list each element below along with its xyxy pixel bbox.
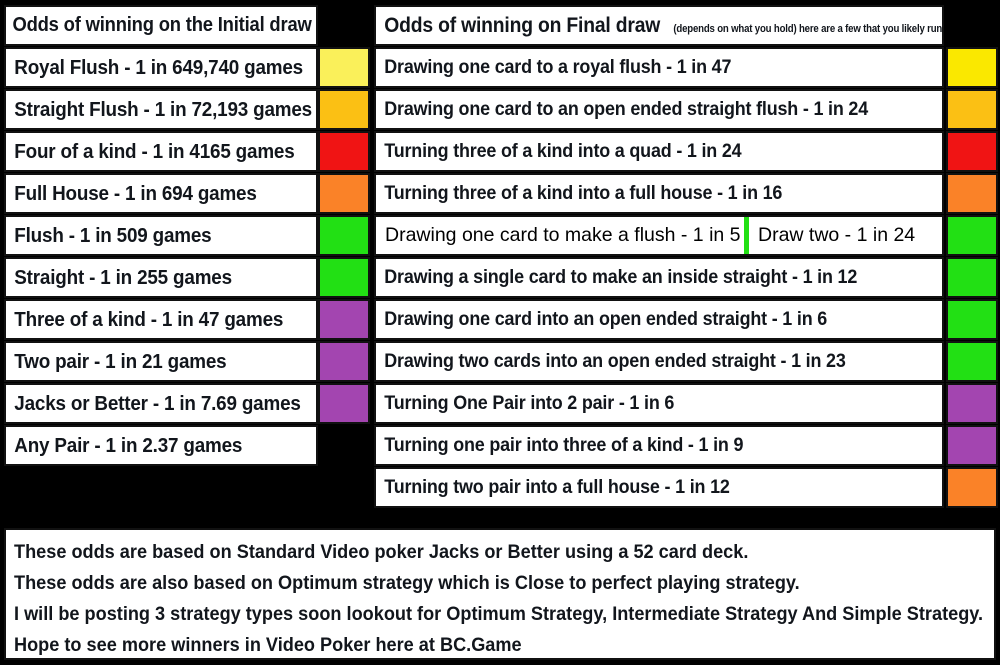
- final-draw-row: Drawing one card into an open ended stra…: [374, 299, 944, 340]
- final-draw-row: Drawing one card to a royal flush - 1 in…: [374, 47, 944, 88]
- initial-draw-row: Straight - 1 in 255 games: [4, 257, 318, 298]
- final-draw-row-label: Turning three of a kind into a full hous…: [384, 182, 783, 204]
- initial-draw-row: Royal Flush - 1 in 649,740 games: [4, 47, 318, 88]
- initial-draw-row: Jacks or Better - 1 in 7.69 games: [4, 383, 318, 424]
- initial-draw-row: Two pair - 1 in 21 games: [4, 341, 318, 382]
- final-draw-row-swatch: [946, 299, 998, 340]
- final-draw-row-label: Drawing one card to a royal flush - 1 in…: [384, 56, 732, 78]
- green-divider: [744, 217, 749, 254]
- final-draw-row: Drawing one card to an open ended straig…: [374, 89, 944, 130]
- initial-draw-row-label: Jacks or Better - 1 in 7.69 games: [14, 391, 301, 415]
- initial-draw-row-swatch: [318, 257, 370, 298]
- initial-draw-row-label: Four of a kind - 1 in 4165 games: [14, 139, 295, 163]
- final-draw-row-segment-b: Draw two - 1 in 24: [749, 217, 942, 254]
- initial-draw-row-swatch: [318, 383, 370, 424]
- final-draw-header-note: (depends on what you hold) here are a fe…: [673, 22, 944, 35]
- final-draw-row: Turning one pair into three of a kind - …: [374, 425, 944, 466]
- final-draw-row-label: Turning three of a kind into a quad - 1 …: [384, 140, 742, 162]
- footer-note-line: Hope to see more winners in Video Poker …: [14, 634, 522, 656]
- final-draw-row-swatch: [946, 89, 998, 130]
- final-draw-row-segment-a: Drawing one card to make a flush - 1 in …: [376, 217, 744, 254]
- initial-draw-row: Three of a kind - 1 in 47 games: [4, 299, 318, 340]
- initial-draw-row: Flush - 1 in 509 games: [4, 215, 318, 256]
- final-draw-row: Drawing a single card to make an inside …: [374, 257, 944, 298]
- footer-note-line: These odds are also based on Optimum str…: [14, 572, 800, 594]
- footer-note-line: These odds are based on Standard Video p…: [14, 541, 749, 563]
- initial-draw-row: Straight Flush - 1 in 72,193 games: [4, 89, 318, 130]
- final-draw-row: Turning three of a kind into a full hous…: [374, 173, 944, 214]
- initial-draw-row: Four of a kind - 1 in 4165 games: [4, 131, 318, 172]
- footer-notes-panel: These odds are based on Standard Video p…: [4, 528, 996, 660]
- initial-draw-row-label: Any Pair - 1 in 2.37 games: [14, 433, 243, 457]
- initial-draw-row-label: Royal Flush - 1 in 649,740 games: [14, 55, 303, 79]
- initial-draw-row-label: Three of a kind - 1 in 47 games: [14, 307, 284, 331]
- final-draw-row-swatch: [946, 383, 998, 424]
- final-draw-row: Turning two pair into a full house - 1 i…: [374, 467, 944, 508]
- final-draw-row-label: Drawing two cards into an open ended str…: [384, 350, 846, 372]
- initial-draw-row-swatch: [318, 131, 370, 172]
- final-draw-header-main: Odds of winning on Final draw: [384, 13, 661, 37]
- initial-draw-row-label: Flush - 1 in 509 games: [14, 223, 212, 247]
- final-draw-row-swatch: [946, 425, 998, 466]
- initial-draw-header-label: Odds of winning on the Initial draw: [12, 14, 312, 36]
- final-draw-row-swatch: [946, 257, 998, 298]
- final-draw-row-label: Turning one pair into three of a kind - …: [384, 434, 744, 456]
- initial-draw-row-label: Straight - 1 in 255 games: [14, 265, 232, 289]
- initial-draw-row-swatch: [318, 47, 370, 88]
- initial-draw-row-swatch: [318, 89, 370, 130]
- final-draw-row-swatch: [946, 131, 998, 172]
- final-draw-header-text: Odds of winning on Final draw (depends on…: [376, 13, 944, 38]
- final-draw-row-label: Turning two pair into a full house - 1 i…: [384, 476, 730, 498]
- final-draw-row: Turning One Pair into 2 pair - 1 in 6: [374, 383, 944, 424]
- final-draw-row-label-secondary: Draw two - 1 in 24: [758, 224, 916, 246]
- final-draw-row-label: Drawing one card to make a flush - 1 in …: [385, 224, 741, 246]
- initial-draw-header: Odds of winning on the Initial draw: [4, 5, 318, 46]
- final-draw-row-swatch: [946, 215, 998, 256]
- initial-draw-row-swatch: [318, 299, 370, 340]
- final-draw-row-label: Drawing one card into an open ended stra…: [384, 308, 828, 330]
- initial-draw-row-label: Full House - 1 in 694 games: [14, 181, 257, 205]
- final-draw-row-swatch: [946, 341, 998, 382]
- initial-draw-row-swatch: [318, 341, 370, 382]
- final-draw-header: Odds of winning on Final draw (depends on…: [374, 5, 944, 46]
- initial-draw-row: Any Pair - 1 in 2.37 games: [4, 425, 318, 466]
- final-draw-row-swatch: [946, 173, 998, 214]
- initial-draw-row-swatch: [318, 215, 370, 256]
- final-draw-row: Turning three of a kind into a quad - 1 …: [374, 131, 944, 172]
- final-draw-row-split: Drawing one card to make a flush - 1 in …: [374, 215, 944, 256]
- final-draw-row-swatch: [946, 47, 998, 88]
- initial-draw-row: Full House - 1 in 694 games: [4, 173, 318, 214]
- initial-draw-row-label: Straight Flush - 1 in 72,193 games: [14, 97, 312, 121]
- final-draw-row-swatch: [946, 467, 998, 508]
- final-draw-row-label: Turning One Pair into 2 pair - 1 in 6: [384, 392, 675, 414]
- final-draw-row-label: Drawing a single card to make an inside …: [384, 266, 858, 288]
- final-draw-row-label: Drawing one card to an open ended straig…: [384, 98, 869, 120]
- initial-draw-row-swatch: [318, 173, 370, 214]
- footer-note-line: I will be posting 3 strategy types soon …: [14, 603, 984, 625]
- final-draw-row: Drawing two cards into an open ended str…: [374, 341, 944, 382]
- initial-draw-row-label: Two pair - 1 in 21 games: [14, 349, 227, 373]
